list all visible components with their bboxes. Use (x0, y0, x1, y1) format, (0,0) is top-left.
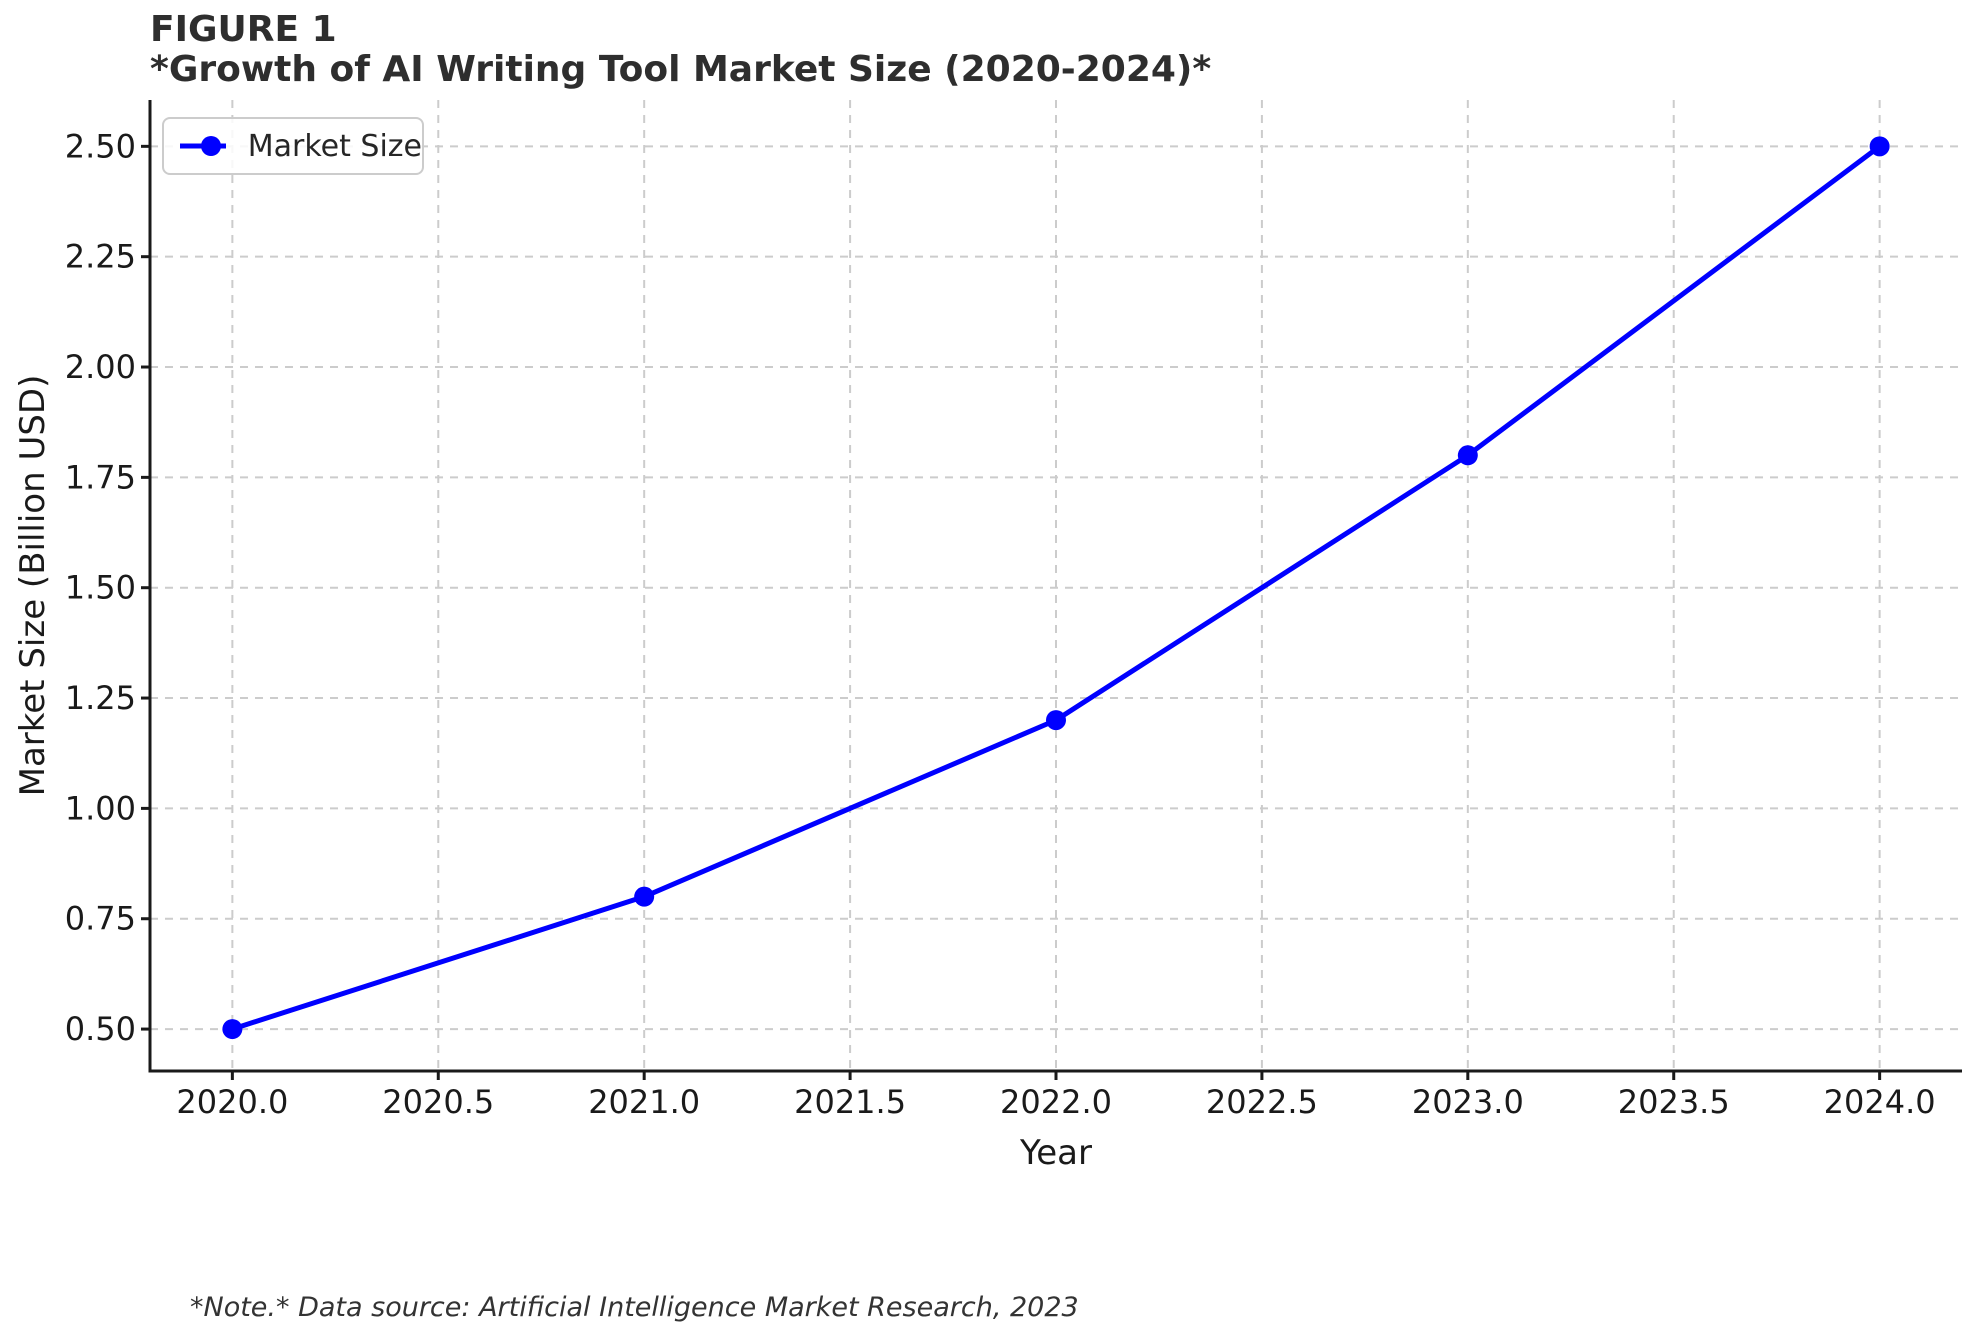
legend-line-sample (180, 136, 226, 156)
data-point-marker (634, 886, 655, 907)
x-axis-label: Year (1019, 1133, 1092, 1173)
y-tick-label: 1.50 (65, 569, 136, 607)
x-tick-label: 2021.0 (588, 1083, 700, 1121)
figure-header: FIGURE 1 *Growth of AI Writing Tool Mark… (150, 10, 1211, 90)
data-point-marker (1457, 445, 1478, 466)
y-tick-label: 0.75 (65, 900, 136, 938)
y-tick-label: 2.00 (65, 348, 136, 386)
legend: Market Size (162, 117, 424, 175)
figure-title: *Growth of AI Writing Tool Market Size (… (150, 49, 1212, 90)
y-tick-label: 1.00 (65, 789, 136, 827)
x-tick-label: 2020.5 (382, 1083, 494, 1121)
y-tick-label: 0.50 (65, 1010, 136, 1048)
x-tick-label: 2021.5 (794, 1083, 906, 1121)
footnote: *Note.* Data source: Artificial Intellig… (190, 1292, 1079, 1323)
data-point-marker (1869, 136, 1890, 157)
x-tick-label: 2020.0 (176, 1083, 288, 1121)
y-tick-label: 1.75 (65, 458, 136, 496)
legend-marker-icon (201, 136, 221, 156)
legend-label: Market Size (247, 128, 422, 164)
x-tick-label: 2024.0 (1824, 1083, 1936, 1121)
data-point-marker (1046, 710, 1066, 731)
x-tick-label: 2022.0 (1000, 1083, 1112, 1121)
x-tick-label: 2022.5 (1206, 1083, 1318, 1121)
y-tick-label: 2.25 (65, 238, 136, 276)
figure-label: FIGURE 1 (150, 9, 337, 50)
y-tick-label: 2.50 (65, 127, 136, 165)
data-point-marker (222, 1019, 243, 1040)
x-tick-label: 2023.5 (1618, 1083, 1730, 1121)
y-axis-label: Market Size (Billion USD) (13, 375, 53, 797)
x-tick-label: 2023.0 (1412, 1083, 1524, 1121)
y-tick-label: 1.25 (65, 679, 136, 717)
